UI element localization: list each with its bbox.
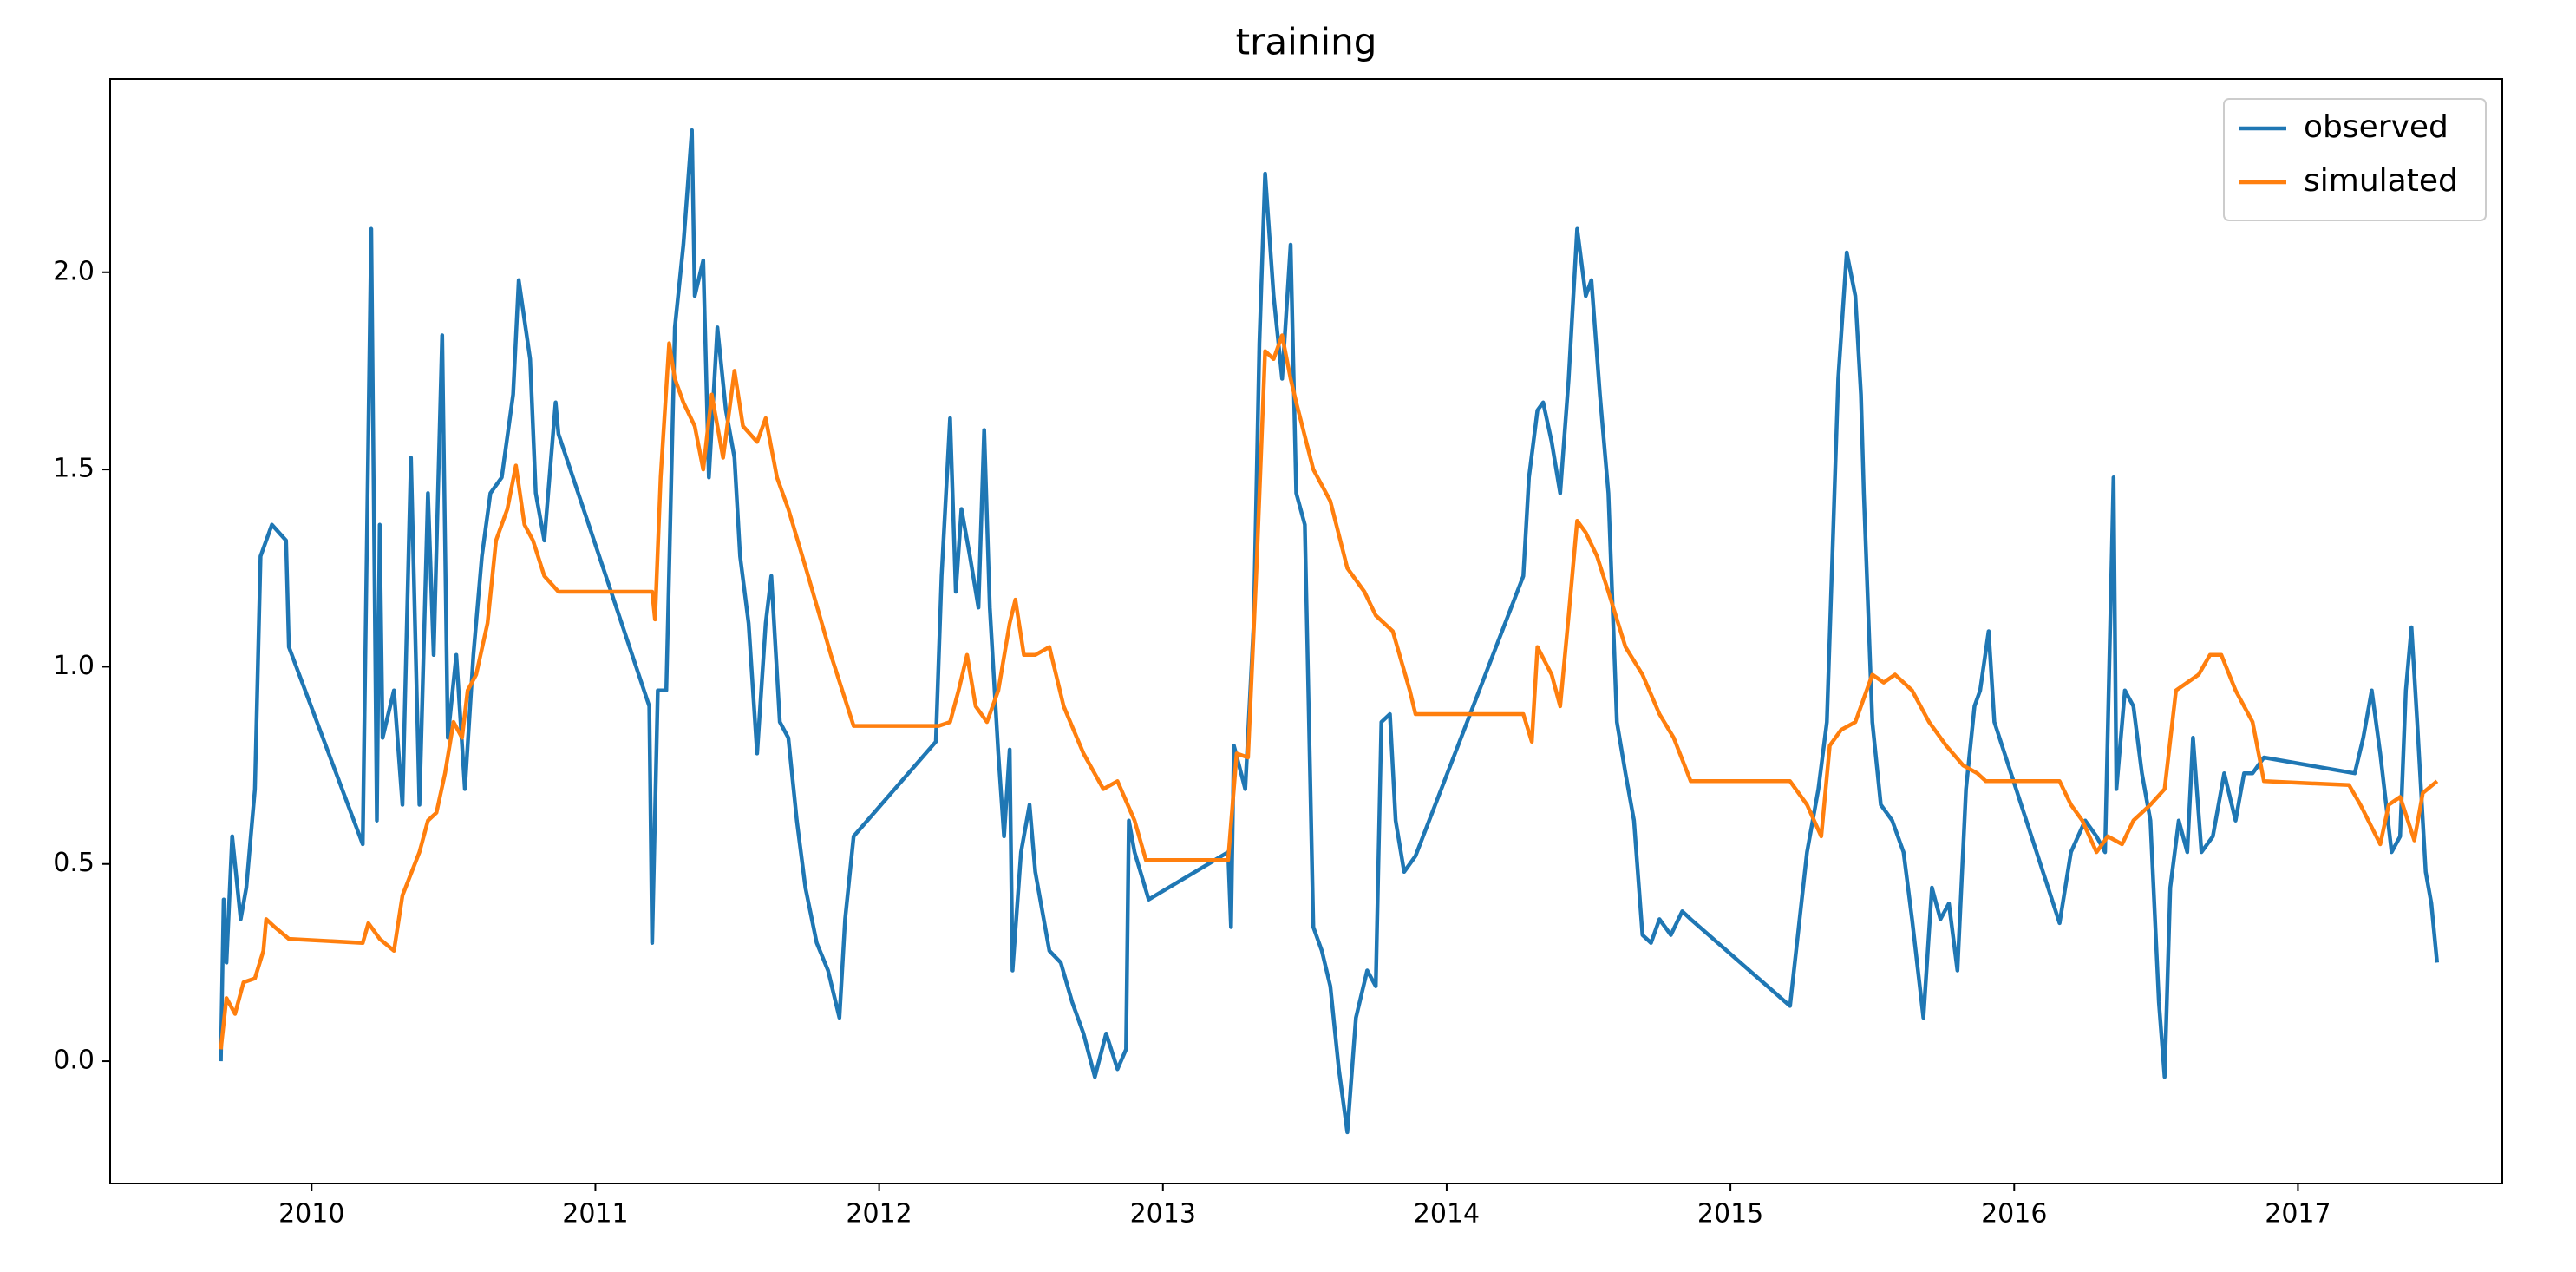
y-tick-label: 2.0 (53, 256, 95, 286)
series-line (219, 333, 2439, 1050)
series-line (219, 128, 2440, 1135)
legend-box (2223, 98, 2487, 221)
legend-label: observed (2304, 109, 2449, 145)
x-tick-label: 2016 (1981, 1199, 2047, 1229)
x-tick-label: 2012 (846, 1199, 912, 1229)
x-tick-label: 2013 (1130, 1199, 1196, 1229)
x-tick-label: 2014 (1414, 1199, 1480, 1229)
legend: observed simulated (2223, 98, 2487, 221)
x-tick-label: 2010 (278, 1199, 344, 1229)
legend-label: simulated (2304, 163, 2458, 199)
y-tick-label: 1.5 (53, 454, 95, 484)
x-tick-label: 2015 (1697, 1199, 1763, 1229)
chart-title: training (1236, 21, 1377, 63)
y-tick-label: 0.5 (53, 848, 95, 878)
axes-frame (109, 78, 2503, 1184)
plot-area (219, 128, 2440, 1135)
y-tick-label: 1.0 (53, 651, 95, 681)
x-tick-label: 2011 (562, 1199, 628, 1229)
x-tick-label: 2017 (2265, 1199, 2331, 1229)
y-tick-label: 0.0 (53, 1046, 95, 1076)
